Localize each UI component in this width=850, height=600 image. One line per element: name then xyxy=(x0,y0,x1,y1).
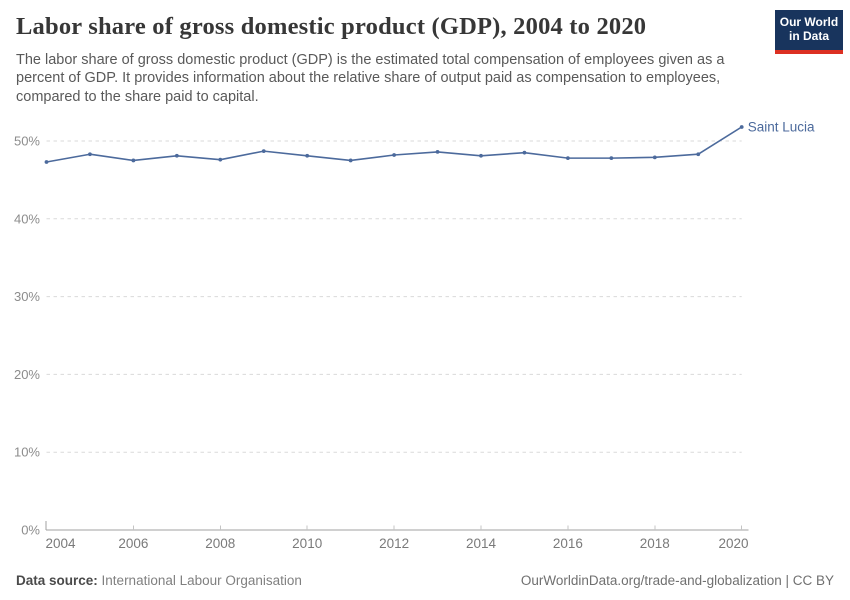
chart-title: Labor share of gross domestic product (G… xyxy=(16,13,647,40)
chart-footer: Data source: International Labour Organi… xyxy=(0,573,850,588)
svg-text:10%: 10% xyxy=(14,445,40,460)
svg-text:2016: 2016 xyxy=(553,536,583,551)
owid-logo-line2: in Data xyxy=(788,29,829,43)
line-chart: 0% 10% 20% 30% 40% 50% 2004 2006 2008 2010 2012 201… xyxy=(14,119,815,551)
svg-text:2008: 2008 xyxy=(205,536,235,551)
data-source: Data source: International Labour Organi… xyxy=(16,573,302,588)
svg-text:50%: 50% xyxy=(14,134,40,149)
owid-logo[interactable]: Our World in Data xyxy=(775,10,843,54)
chart-subtitle: The labor share of gross domestic produc… xyxy=(16,52,725,105)
svg-text:30%: 30% xyxy=(14,289,40,304)
x-axis-labels: 2004 2006 2008 2010 2012 2014 2016 2018 2020 xyxy=(46,536,749,551)
data-source-label: Data source: xyxy=(16,573,98,588)
svg-text:20%: 20% xyxy=(14,367,40,382)
svg-text:2014: 2014 xyxy=(466,536,497,551)
y-gridlines xyxy=(46,140,742,453)
svg-text:2010: 2010 xyxy=(292,536,322,551)
y-axis-labels: 0% 10% 20% 30% 40% 50% xyxy=(14,134,40,538)
license-link[interactable]: OurWorldinData.org/trade-and-globalizati… xyxy=(520,573,834,588)
x-axis xyxy=(45,521,749,531)
svg-text:0%: 0% xyxy=(21,523,40,538)
owid-logo-line1: Our World xyxy=(779,15,839,30)
series-end-label[interactable]: Saint Lucia xyxy=(748,119,815,134)
data-source-value: International Labour Organisation xyxy=(101,573,302,588)
svg-text:2004: 2004 xyxy=(46,536,77,551)
svg-text:2020: 2020 xyxy=(718,536,748,551)
svg-text:2018: 2018 xyxy=(640,536,670,551)
series-saint-lucia[interactable] xyxy=(44,125,744,164)
svg-text:2012: 2012 xyxy=(379,536,409,551)
svg-text:2006: 2006 xyxy=(118,536,148,551)
svg-text:40%: 40% xyxy=(14,211,40,226)
